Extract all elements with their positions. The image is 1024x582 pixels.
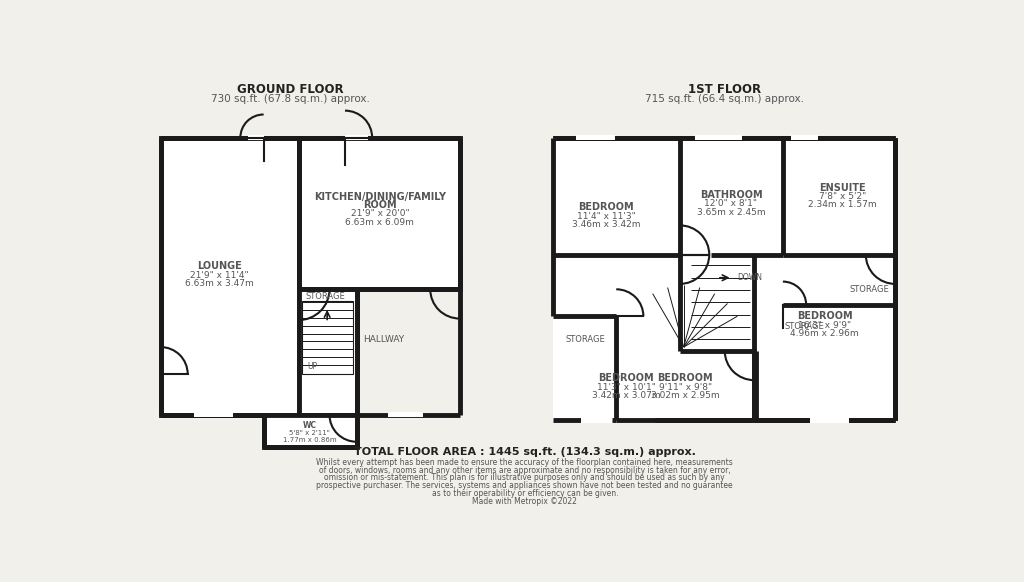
Text: 1ST FLOOR: 1ST FLOOR (688, 83, 761, 95)
Text: BATHROOM: BATHROOM (699, 190, 762, 200)
Bar (194, 413, 232, 417)
Text: 715 sq.ft. (66.4 sq.m.) approx.: 715 sq.ft. (66.4 sq.m.) approx. (645, 94, 804, 104)
Text: 6.63m x 3.47m: 6.63m x 3.47m (185, 279, 254, 289)
Text: KITCHEN/DINING/FAMILY: KITCHEN/DINING/FAMILY (314, 192, 445, 202)
Text: 3.42m x 3.07m: 3.42m x 3.07m (592, 391, 660, 400)
Text: 730 sq.ft. (67.8 sq.m.) approx.: 730 sq.ft. (67.8 sq.m.) approx. (211, 94, 371, 104)
Text: Made with Metropix ©2022: Made with Metropix ©2022 (472, 496, 578, 506)
Polygon shape (783, 137, 895, 255)
Text: LOUNGE: LOUNGE (197, 261, 242, 271)
Text: BEDROOM: BEDROOM (657, 373, 713, 383)
Bar (810, 418, 849, 423)
Polygon shape (616, 351, 755, 420)
Bar (575, 135, 614, 140)
Bar (263, 415, 356, 447)
Text: 16'3" x 9'9": 16'3" x 9'9" (798, 321, 851, 330)
Text: 1.77m x 0.86m: 1.77m x 0.86m (283, 437, 336, 443)
Text: BEDROOM: BEDROOM (598, 373, 654, 383)
Bar (299, 137, 460, 289)
Text: 11'4" x 11'3": 11'4" x 11'3" (577, 212, 636, 221)
Text: ENSUITE: ENSUITE (819, 183, 866, 193)
Bar (791, 135, 818, 140)
Text: BEDROOM: BEDROOM (579, 202, 634, 212)
Text: prospective purchaser. The services, systems and appliances shown have not been : prospective purchaser. The services, sys… (316, 481, 733, 490)
Polygon shape (553, 137, 680, 316)
Text: STORAGE: STORAGE (849, 285, 889, 294)
Text: HALLWAY: HALLWAY (364, 335, 404, 344)
Bar (553, 137, 895, 255)
Bar (616, 255, 895, 420)
Polygon shape (553, 316, 616, 420)
Text: 11'3" x 10'1": 11'3" x 10'1" (597, 382, 655, 392)
Text: 5'8" x 2'11": 5'8" x 2'11" (289, 430, 330, 436)
Polygon shape (680, 137, 783, 255)
Polygon shape (755, 255, 895, 420)
Text: STORAGE: STORAGE (306, 293, 345, 301)
Bar (302, 301, 352, 374)
Text: 9'11" x 9'8": 9'11" x 9'8" (658, 382, 712, 392)
Text: GROUND FLOOR: GROUND FLOOR (238, 83, 344, 95)
Bar (814, 418, 849, 423)
Bar (582, 418, 612, 423)
Text: ROOM: ROOM (364, 200, 396, 210)
Text: Whilst every attempt has been made to ensure the accuracy of the floorplan conta: Whilst every attempt has been made to en… (316, 458, 733, 467)
Text: BEDROOM: BEDROOM (797, 311, 853, 321)
Text: of doors, windows, rooms and any other items are approximate and no responsibili: of doors, windows, rooms and any other i… (318, 466, 731, 475)
Text: 12'0" x 8'1": 12'0" x 8'1" (705, 199, 758, 208)
Text: 3.02m x 2.95m: 3.02m x 2.95m (651, 391, 720, 400)
Text: 4.96m x 2.96m: 4.96m x 2.96m (791, 329, 859, 339)
Bar (299, 289, 356, 415)
Bar (695, 135, 741, 140)
Text: 3.46m x 3.42m: 3.46m x 3.42m (572, 220, 640, 229)
Text: DOWN: DOWN (737, 273, 762, 282)
Bar (161, 137, 299, 415)
Text: 21'9" x 11'4": 21'9" x 11'4" (190, 271, 249, 280)
Text: 3.65m x 2.45m: 3.65m x 2.45m (696, 208, 765, 217)
Bar (248, 135, 263, 140)
Text: STORAGE: STORAGE (565, 335, 605, 344)
Text: 7'8" x 5'2": 7'8" x 5'2" (819, 191, 866, 201)
Text: STORAGE: STORAGE (784, 322, 824, 331)
Text: TOTAL FLOOR AREA : 1445 sq.ft. (134.3 sq.m.) approx.: TOTAL FLOOR AREA : 1445 sq.ft. (134.3 sq… (354, 447, 695, 457)
Text: 6.63m x 6.09m: 6.63m x 6.09m (345, 218, 415, 227)
Text: as to their operability or efficiency can be given.: as to their operability or efficiency ca… (431, 489, 618, 498)
Bar (553, 255, 616, 316)
Bar (388, 413, 423, 417)
Text: omission or mis-statement. This plan is for illustrative purposes only and shoul: omission or mis-statement. This plan is … (325, 473, 725, 482)
Text: WC: WC (302, 421, 316, 430)
Bar (345, 135, 369, 140)
Text: 21'9" x 20'0": 21'9" x 20'0" (350, 210, 410, 218)
Text: UP: UP (307, 362, 317, 371)
Bar (680, 255, 755, 351)
Text: 2.34m x 1.57m: 2.34m x 1.57m (808, 200, 877, 209)
